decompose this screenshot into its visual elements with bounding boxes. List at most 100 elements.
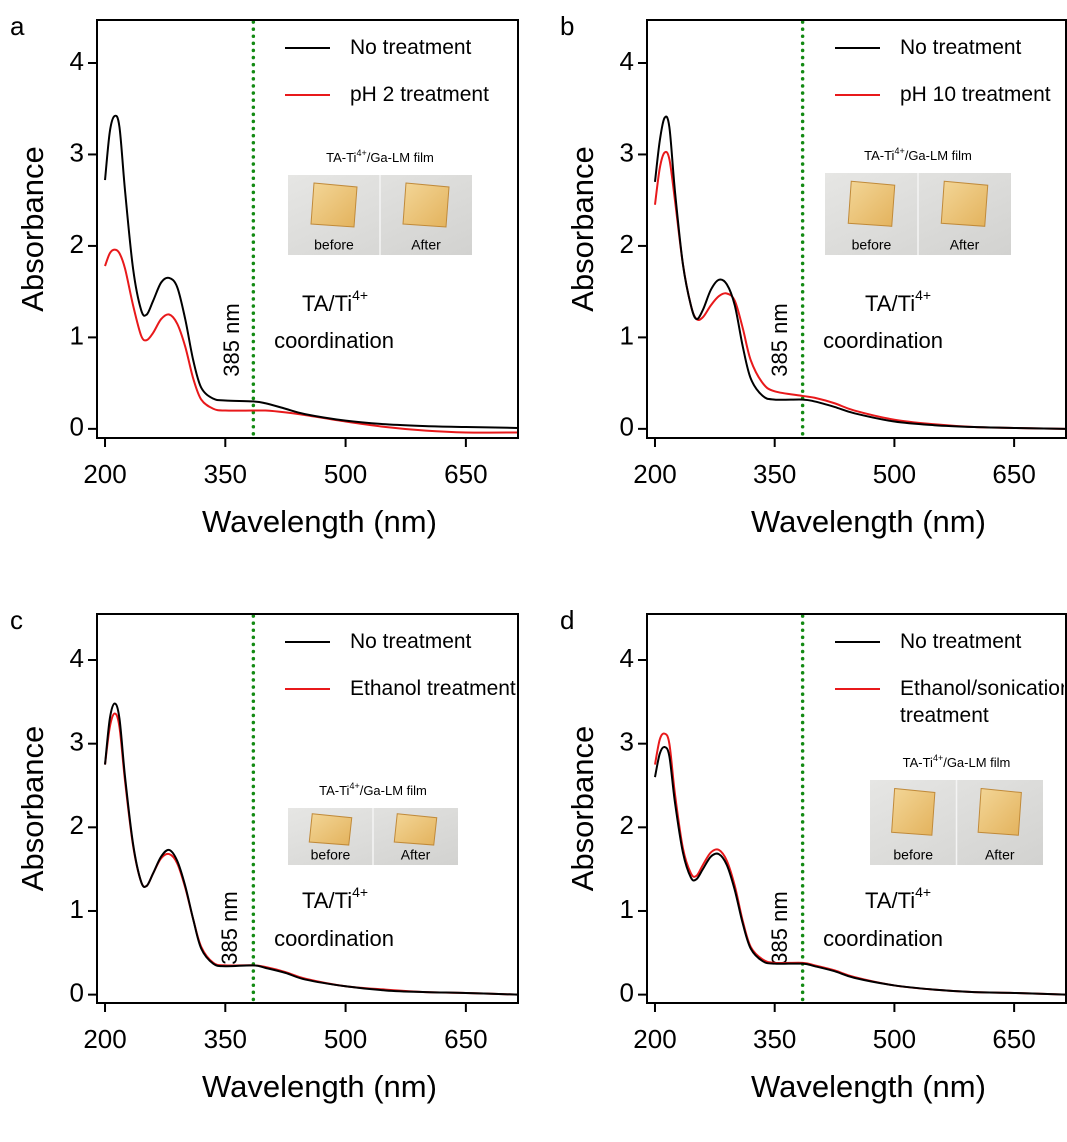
photo-label: before — [311, 847, 351, 863]
inset-title-text: TA-Ti — [326, 150, 356, 165]
plot-frame — [646, 613, 1067, 1004]
inset-title: TA-Ti4+/Ga-LM film — [326, 148, 434, 165]
annotation-sup: 4+ — [352, 287, 368, 303]
legend-label: No treatment — [900, 36, 1022, 59]
panel-label: a — [10, 11, 25, 41]
reference-label: 385 nm — [767, 891, 792, 964]
y-tick-label: 4 — [620, 643, 634, 673]
x-tick-label: 650 — [444, 459, 487, 489]
series-line — [104, 114, 518, 429]
panel-label: c — [10, 605, 23, 635]
y-tick-label: 3 — [70, 137, 84, 167]
plot-frame — [96, 613, 519, 1004]
inset-title-sup: 4+ — [349, 781, 359, 791]
inset-title: TA-Ti4+/Ga-LM film — [903, 753, 1011, 770]
y-tick-label: 2 — [70, 229, 84, 259]
y-tick-label: 2 — [620, 810, 634, 840]
film — [977, 787, 1022, 836]
y-tick-label: 1 — [70, 894, 84, 924]
x-tick-label: 650 — [444, 1024, 487, 1054]
y-axis-title: Absorbance — [565, 726, 600, 891]
legend-entry: Ethanol/sonication treatment — [900, 677, 1064, 727]
reference-label: 385 nm — [219, 303, 244, 376]
annotation-text: TA/Ti — [302, 291, 352, 316]
inset-title-sup: 4+ — [933, 753, 943, 763]
x-tick-label: 500 — [324, 459, 367, 489]
legend-entry: No treatment — [900, 36, 1022, 59]
inset-title-sup: 4+ — [356, 148, 366, 158]
annotation: coordination — [274, 926, 394, 951]
y-tick-label: 4 — [620, 46, 634, 76]
inset-title: TA-Ti4+/Ga-LM film — [319, 781, 427, 798]
annotation: TA/Ti4+ — [865, 884, 931, 913]
y-tick-label: 1 — [70, 320, 84, 350]
x-tick-label: 200 — [633, 1024, 676, 1054]
y-tick-label: 4 — [70, 46, 84, 76]
panel-label: d — [560, 605, 574, 635]
legend-label: No treatment — [900, 630, 1022, 653]
x-tick-label: 350 — [753, 1024, 796, 1054]
annotation-text: TA/Ti — [302, 888, 352, 913]
inset-title-text: TA-Ti — [903, 755, 933, 770]
photo-label: before — [314, 237, 354, 253]
legend-label: pH 2 treatment — [350, 83, 489, 106]
reference-label: 385 nm — [767, 303, 792, 376]
x-axis-title: Wavelength (nm) — [202, 1069, 437, 1104]
inset-title-text: /Ga-LM film — [360, 783, 427, 798]
x-tick-label: 350 — [204, 459, 247, 489]
annotation-text: TA/Ti — [865, 291, 915, 316]
inset-title-text: /Ga-LM film — [905, 148, 972, 163]
annotation: coordination — [823, 926, 943, 951]
annotation-text: TA/Ti — [865, 888, 915, 913]
annotation: TA/Ti4+ — [302, 884, 368, 913]
photo-label: before — [893, 847, 933, 863]
legend-entry: Ethanol treatment — [350, 677, 516, 700]
y-axis-title: Absorbance — [15, 146, 50, 311]
annotation: TA/Ti4+ — [865, 287, 931, 316]
film — [310, 182, 358, 228]
film — [891, 787, 936, 836]
series-line — [654, 745, 1066, 996]
inset-title-sup: 4+ — [894, 146, 904, 156]
film — [847, 180, 896, 227]
legend-entry: No treatment — [350, 36, 472, 59]
film — [940, 180, 989, 227]
x-tick-label: 500 — [873, 459, 916, 489]
plot-frame — [96, 19, 519, 439]
legend-entry: pH 10 treatment — [900, 83, 1051, 106]
panel-label: b — [560, 11, 574, 41]
legend-label: No treatment — [350, 36, 472, 59]
annotation: coordination — [823, 328, 943, 353]
x-tick-label: 200 — [633, 459, 676, 489]
reference-label: 385 nm — [217, 891, 242, 964]
annotation: coordination — [274, 328, 394, 353]
annotation-sup: 4+ — [915, 884, 931, 900]
x-axis-title: Wavelength (nm) — [202, 504, 437, 539]
x-tick-label: 500 — [324, 1024, 367, 1054]
photo-label: before — [852, 237, 892, 253]
x-axis-title: Wavelength (nm) — [751, 1069, 986, 1104]
y-tick-label: 1 — [620, 894, 634, 924]
inset-title: TA-Ti4+/Ga-LM film — [864, 146, 972, 163]
photo-label: After — [401, 847, 431, 863]
annotation-sup: 4+ — [352, 884, 368, 900]
inset-title-text: TA-Ti — [319, 783, 349, 798]
film — [308, 813, 353, 846]
film — [402, 182, 450, 228]
inset-title-text: TA-Ti — [864, 148, 894, 163]
x-tick-label: 650 — [992, 459, 1035, 489]
legend-label: Ethanol/sonication treatment — [900, 677, 1064, 727]
y-tick-label: 1 — [620, 320, 634, 350]
plot-frame — [646, 19, 1067, 439]
y-tick-label: 3 — [620, 137, 634, 167]
annotation-sup: 4+ — [915, 287, 931, 303]
x-axis-title: Wavelength (nm) — [751, 504, 986, 539]
series-line — [104, 702, 518, 996]
x-tick-label: 200 — [83, 459, 126, 489]
photo-label: After — [985, 847, 1015, 863]
y-tick-label: 2 — [70, 810, 84, 840]
